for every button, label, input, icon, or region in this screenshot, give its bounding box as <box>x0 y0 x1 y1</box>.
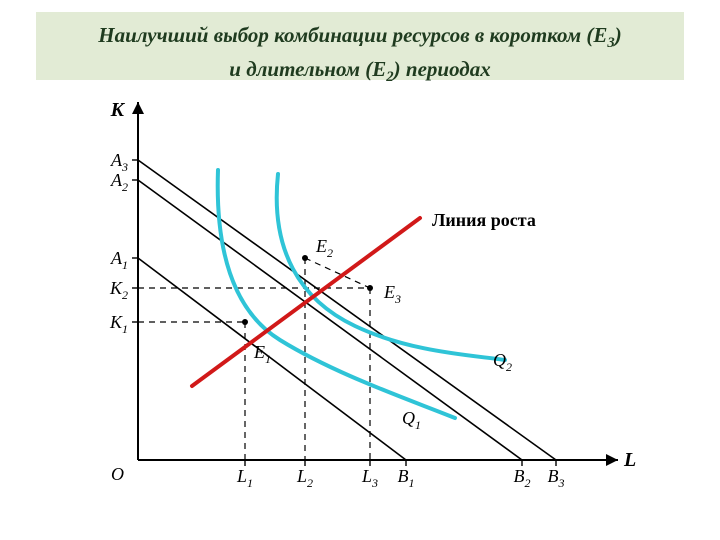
axis-label-L: L <box>623 449 636 471</box>
point-label-1: E2 <box>315 236 333 260</box>
x-label-4: B2 <box>514 466 531 490</box>
point-label-2: E3 <box>383 282 401 306</box>
x-label-3: B1 <box>398 466 415 490</box>
origin-label: O <box>111 464 124 484</box>
x-label-2: L3 <box>361 466 378 490</box>
x-label-0: L1 <box>236 466 253 490</box>
isoquant-curves <box>218 170 505 418</box>
isocost-lines <box>138 160 556 460</box>
economics-diagram: KLOA3A2A1K2K1L1L2L3B1B2B3Q1Q2E1E2E3Линия… <box>0 0 720 540</box>
isoquant-label-1: Q2 <box>493 350 512 374</box>
expansion-path-label: Линия роста <box>432 210 536 230</box>
point-label-0: E1 <box>253 342 271 366</box>
y-label-2: A1 <box>110 248 128 272</box>
x-label-1: L2 <box>296 466 313 490</box>
isoquant-label-0: Q1 <box>402 408 421 432</box>
y-label-4: K1 <box>109 312 128 336</box>
axis-label-K: K <box>110 99 126 121</box>
y-label-3: K2 <box>109 278 128 302</box>
x-label-5: B3 <box>548 466 565 490</box>
axes <box>132 102 618 466</box>
